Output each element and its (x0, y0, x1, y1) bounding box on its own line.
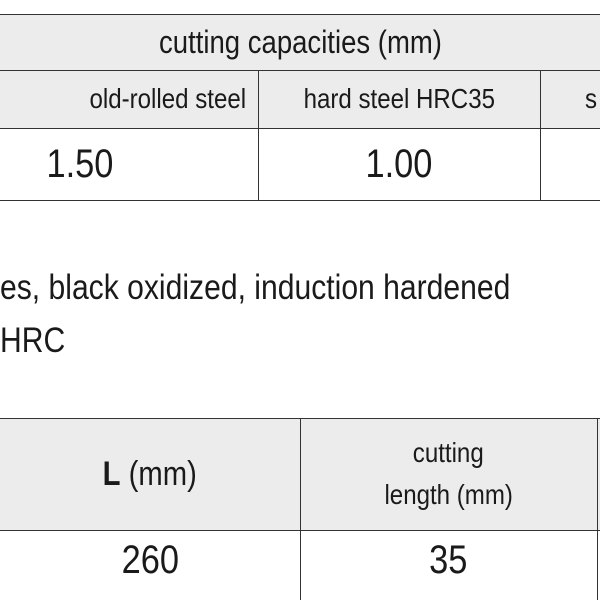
column-header: hard steel HRC35 (303, 83, 495, 114)
cell-value: 1.50 (46, 141, 114, 186)
cell-value: 1.00 (365, 141, 433, 186)
cell-value: 35 (429, 537, 468, 582)
cell-value: 260 (121, 537, 179, 582)
rule (300, 418, 301, 600)
rule (597, 418, 598, 600)
rule (0, 128, 600, 129)
description-line: es, black oxidized, induction hardened (0, 268, 511, 307)
rule (540, 70, 541, 200)
rule (0, 200, 600, 201)
unit: (mm) (128, 454, 198, 493)
column-header: length (mm) (384, 479, 513, 510)
rule (258, 70, 259, 200)
rule (0, 14, 600, 15)
symbol: L (102, 454, 121, 493)
column-header: s (584, 83, 598, 114)
rule (0, 70, 600, 71)
description-line: HRC (0, 321, 66, 360)
column-header: old-rolled steel (89, 83, 246, 114)
column-header: cutting (413, 437, 484, 468)
header-bg (0, 14, 600, 128)
table-title: cutting capacities (mm) (158, 23, 442, 60)
